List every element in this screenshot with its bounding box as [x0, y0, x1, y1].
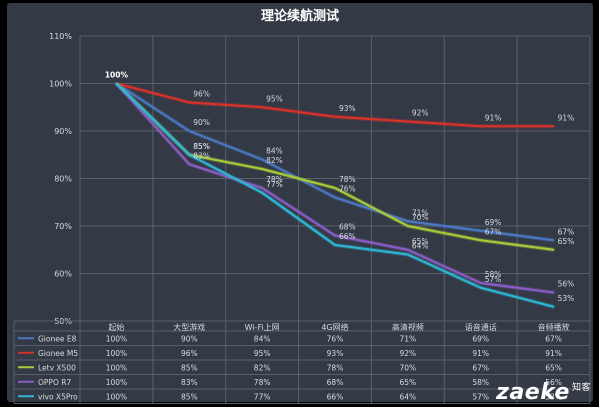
table-cell: 93%: [327, 349, 344, 358]
table-cell: 90%: [181, 334, 198, 343]
data-label: 77%: [266, 180, 283, 189]
data-label: 71%: [412, 208, 429, 217]
table-cell: 67%: [545, 334, 562, 343]
data-label: 78%: [266, 175, 283, 184]
table-cell: 82%: [254, 363, 271, 372]
data-label: 78%: [339, 175, 356, 184]
table-cell: 67%: [472, 363, 489, 372]
table-cell: 100%: [106, 349, 127, 358]
data-label: 58%: [485, 270, 502, 279]
y-tick-label: 90%: [54, 127, 72, 136]
table-cell: 58%: [472, 378, 489, 387]
table-cell: 78%: [327, 363, 344, 372]
table-cell: 85%: [181, 363, 198, 372]
series-line: [115, 82, 555, 128]
data-label: 85%: [193, 142, 210, 151]
chart-frame: [7, 3, 593, 402]
data-label: 64%: [412, 242, 429, 251]
series-line: [115, 82, 555, 294]
data-label: 69%: [485, 218, 502, 227]
data-label: 70%: [412, 213, 429, 222]
y-tick-label: 70%: [54, 222, 72, 231]
x-category-label: 大型游戏: [173, 322, 205, 332]
legend-label: OPPO R7: [38, 378, 71, 387]
table-cell: 76%: [327, 334, 344, 343]
table-cell: 84%: [254, 334, 271, 343]
chart-title: 理论续航测试: [261, 8, 339, 24]
table-cell: 91%: [545, 349, 562, 358]
series-line: [115, 82, 555, 308]
x-category-label: 起始: [108, 322, 124, 332]
x-category-label: 音频播放: [538, 322, 570, 332]
data-label: 76%: [339, 185, 356, 194]
data-label: 68%: [339, 223, 356, 232]
data-label: 57%: [485, 275, 502, 284]
data-label: 83%: [193, 151, 210, 160]
table-cell: 95%: [254, 349, 271, 358]
table-cell: 69%: [472, 334, 489, 343]
table-cell: 91%: [472, 349, 489, 358]
table-cell: 56%: [545, 378, 562, 387]
data-label: 100%: [105, 71, 129, 80]
y-tick-label: 80%: [54, 175, 72, 184]
legend-label: Gionee E8: [38, 334, 77, 343]
table-cell: 70%: [400, 363, 417, 372]
y-tick-label: 60%: [54, 270, 72, 279]
table-cell: 96%: [181, 349, 198, 358]
series-line: [115, 82, 555, 242]
data-label: 65%: [412, 237, 429, 246]
data-label: 56%: [558, 280, 575, 289]
watermark-logo: zaeke 知客: [496, 380, 591, 405]
legend-label: Gionee M5: [38, 349, 78, 358]
table-cell: 85%: [181, 392, 198, 401]
data-label: 92%: [412, 109, 429, 118]
legend-label: vivo X5Pro: [38, 392, 78, 401]
data-label: 67%: [558, 227, 575, 236]
table-cell: 65%: [545, 363, 562, 372]
table-cell: 53%: [545, 392, 562, 401]
data-label: 90%: [193, 118, 210, 127]
table-cell: 66%: [327, 392, 344, 401]
table-cell: 78%: [254, 378, 271, 387]
data-label: 66%: [339, 232, 356, 241]
data-label: 91%: [485, 113, 502, 122]
data-label: 91%: [558, 113, 575, 122]
table-cell: 92%: [400, 349, 417, 358]
table-cell: 64%: [400, 392, 417, 401]
x-category-label: 高清视频: [392, 322, 424, 332]
data-label: 82%: [266, 156, 283, 165]
x-category-label: 语音通话: [465, 322, 497, 332]
table-cell: 100%: [106, 378, 127, 387]
table-cell: 57%: [472, 392, 489, 401]
table-cell: 100%: [106, 392, 127, 401]
table-cell: 71%: [400, 334, 417, 343]
data-label: 84%: [266, 147, 283, 156]
x-category-label: Wi-Fi上网: [245, 323, 280, 332]
data-label: 53%: [558, 294, 575, 303]
table-cell: 100%: [106, 334, 127, 343]
data-label: 67%: [485, 227, 502, 236]
data-label: 95%: [266, 94, 283, 103]
table-cell: 68%: [327, 378, 344, 387]
data-label: 85%: [193, 142, 210, 151]
legend-label: Letv X500: [38, 363, 76, 372]
series-line-glow: [115, 81, 554, 243]
y-tick-label: 110%: [49, 32, 72, 41]
x-category-label: 4G网络: [321, 322, 348, 332]
table-cell: 100%: [106, 363, 127, 372]
data-label: 96%: [193, 90, 210, 99]
table-cell: 83%: [181, 378, 198, 387]
y-tick-label: 100%: [49, 80, 72, 89]
table-cell: 65%: [400, 378, 417, 387]
data-label: 93%: [339, 104, 356, 113]
data-label: 65%: [558, 237, 575, 246]
table-cell: 77%: [254, 392, 271, 401]
